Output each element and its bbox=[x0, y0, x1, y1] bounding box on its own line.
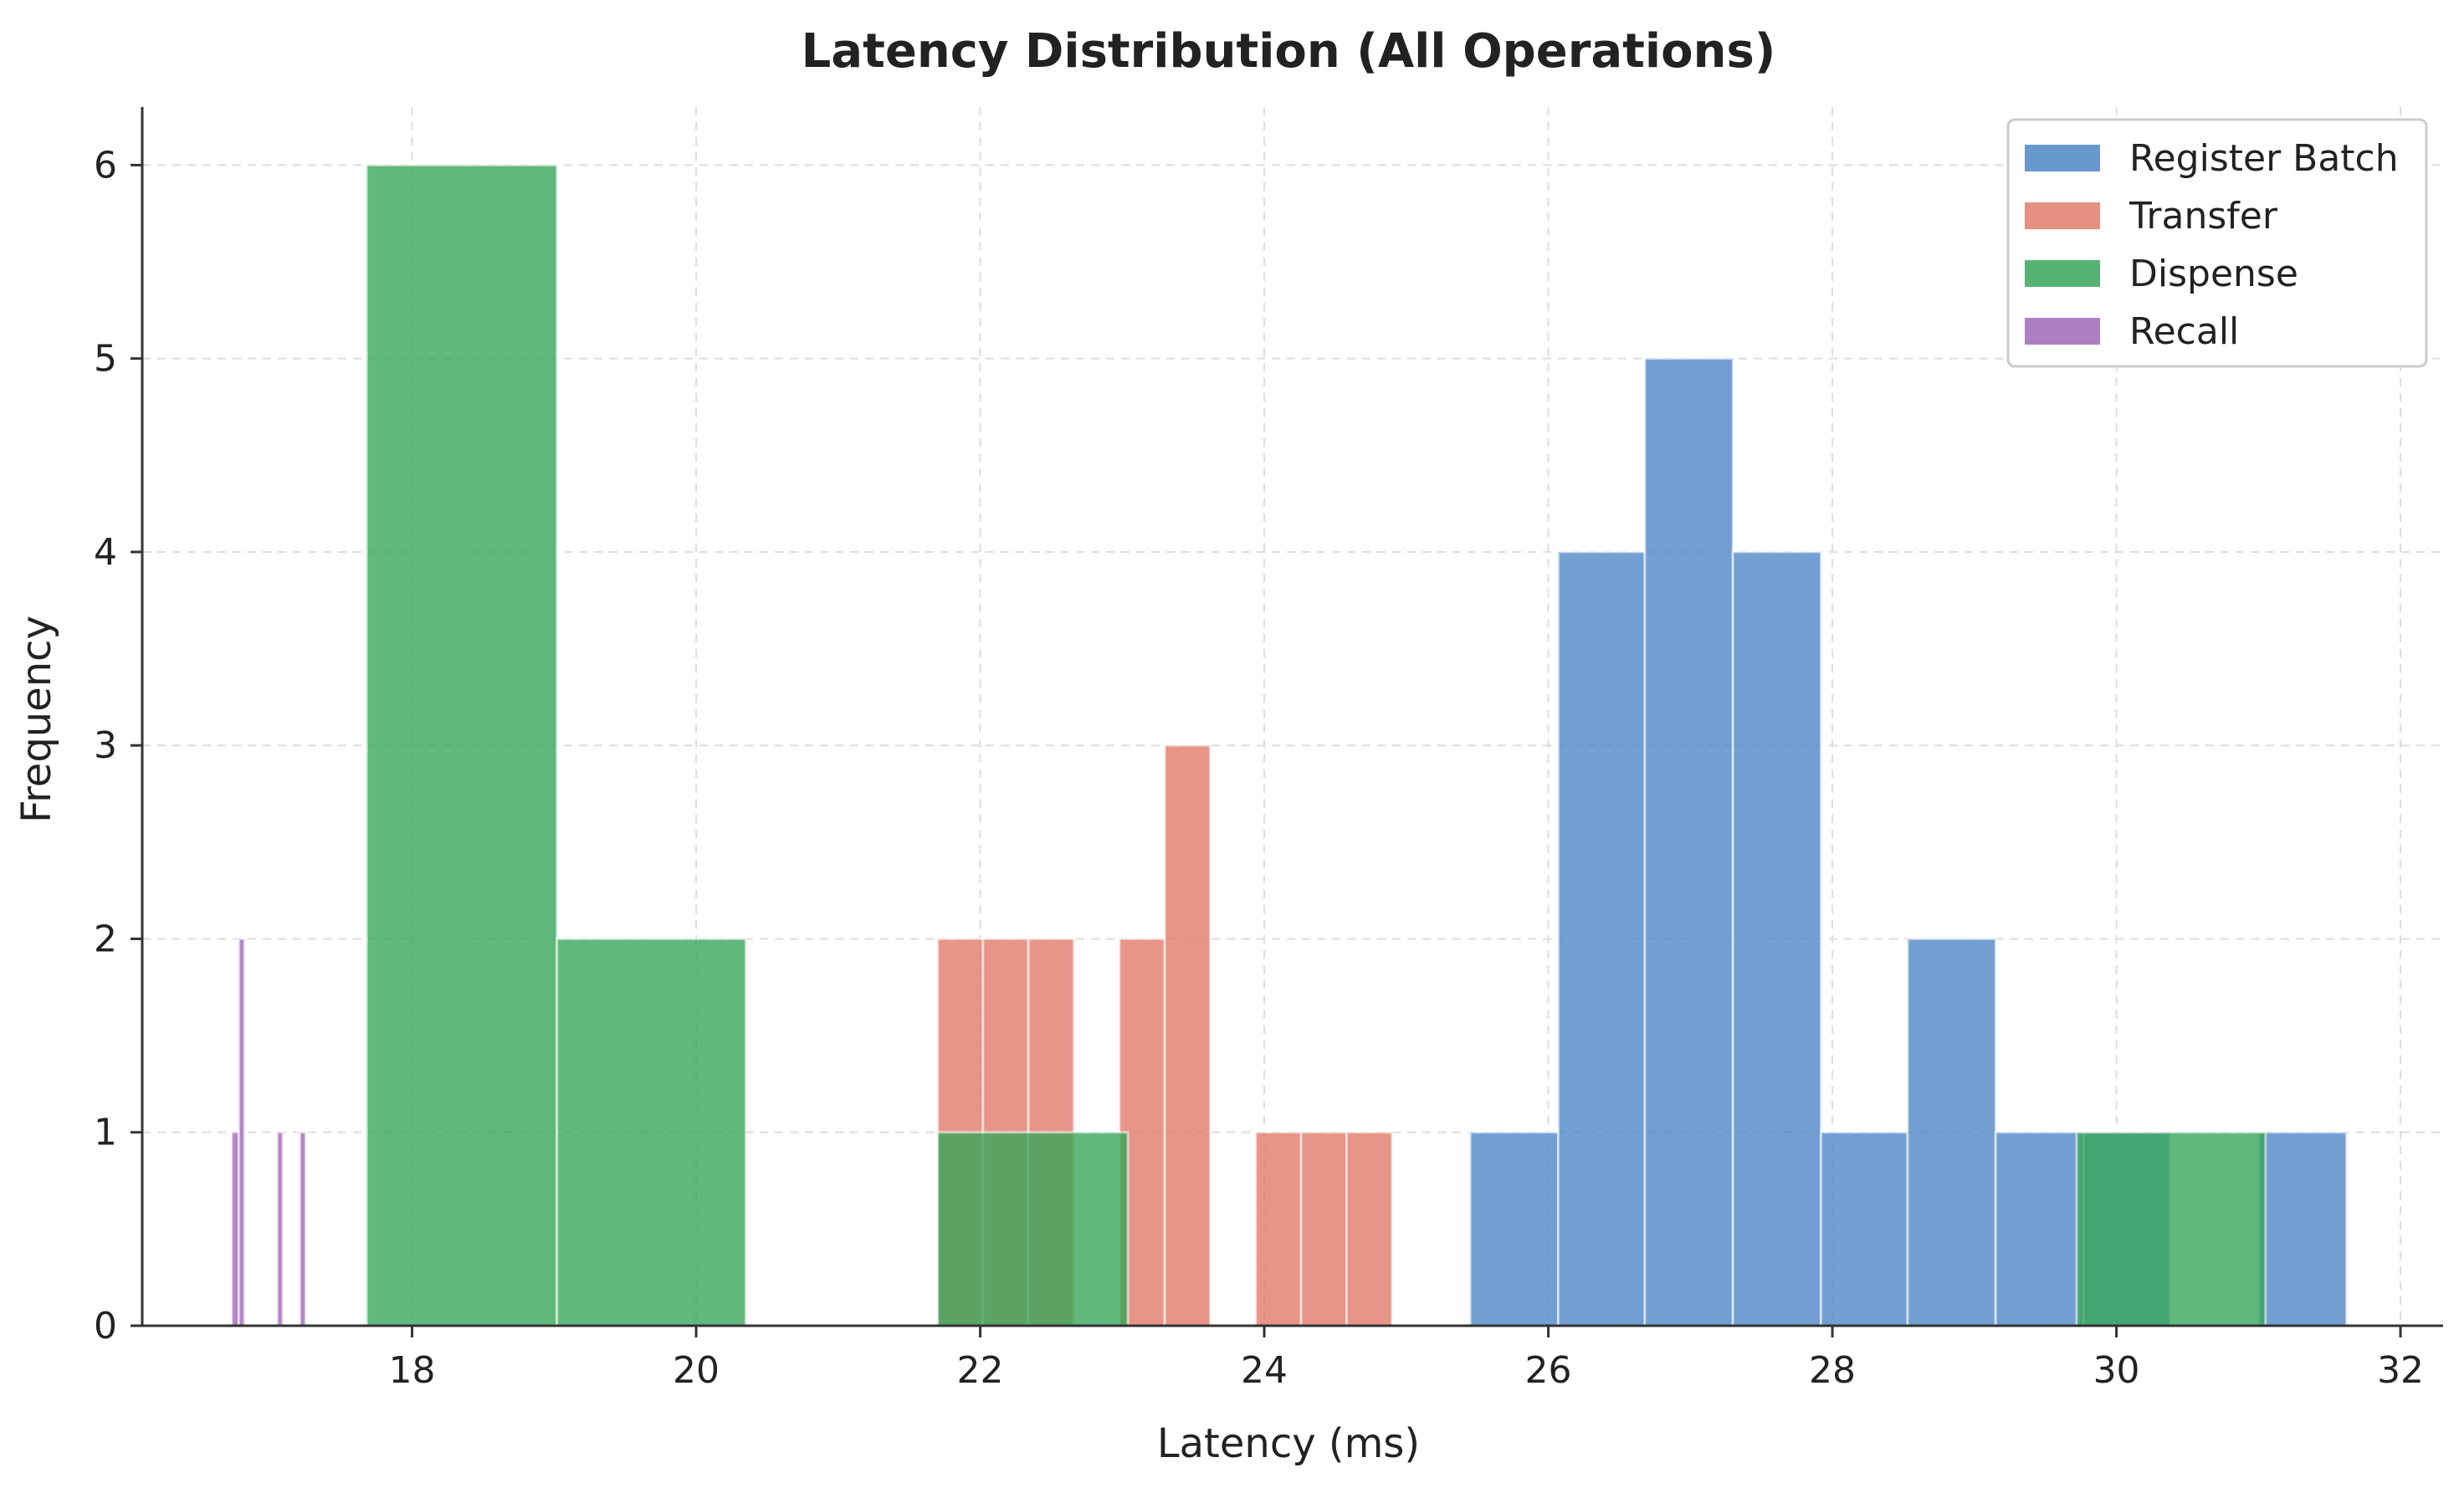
histogram-bar-recall bbox=[298, 1131, 307, 1327]
histogram-bar-register-batch bbox=[1906, 937, 1997, 1327]
chart-title: Latency Distribution (All Operations) bbox=[802, 24, 1776, 79]
legend: Register Batch Transfer Dispense Recall bbox=[2006, 118, 2428, 368]
histogram-bar-register-batch bbox=[1556, 550, 1647, 1327]
histogram-bar-recall bbox=[237, 937, 246, 1327]
y-tick-label: 5 bbox=[94, 338, 117, 381]
x-tick-label: 20 bbox=[673, 1349, 720, 1392]
legend-frame bbox=[2006, 118, 2428, 368]
x-tick-label: 22 bbox=[957, 1349, 1004, 1392]
histogram-bar-dispense bbox=[2075, 1131, 2267, 1327]
x-tick-label: 24 bbox=[1241, 1349, 1288, 1392]
histogram-bar-register-batch bbox=[2257, 1131, 2349, 1327]
histogram-bar-register-batch bbox=[1994, 1131, 2086, 1327]
histogram-bar-dispense bbox=[365, 163, 559, 1327]
histogram-bar-transfer bbox=[1299, 1131, 1349, 1327]
x-axis-label: Latency (ms) bbox=[1157, 1420, 1420, 1467]
y-tick-label: 6 bbox=[94, 144, 117, 187]
histogram-bar-register-batch bbox=[1643, 357, 1734, 1327]
histogram-bar-dispense bbox=[556, 937, 747, 1327]
histogram-bar-register-batch bbox=[1819, 1131, 1909, 1327]
legend-swatch bbox=[2025, 260, 2100, 287]
x-tick-label: 32 bbox=[2377, 1349, 2424, 1392]
y-axis-label: Frequency bbox=[13, 616, 60, 823]
legend-label: Register Batch bbox=[2129, 137, 2399, 180]
x-tick-label: 18 bbox=[389, 1349, 436, 1392]
x-tick-label: 28 bbox=[1809, 1349, 1856, 1392]
y-tick-label: 0 bbox=[94, 1305, 117, 1347]
histogram-bar-register-batch bbox=[1731, 550, 1822, 1327]
legend-label: Transfer bbox=[2128, 195, 2278, 238]
y-tick-label: 3 bbox=[94, 724, 117, 767]
histogram-bar-transfer bbox=[1254, 1131, 1303, 1327]
histogram-bar-dispense bbox=[936, 1131, 1130, 1327]
legend-swatch bbox=[2025, 318, 2100, 345]
legend-swatch bbox=[2025, 145, 2100, 171]
histogram-bar-transfer bbox=[1163, 744, 1212, 1327]
histogram-bar-recall bbox=[275, 1131, 284, 1327]
legend-swatch bbox=[2025, 202, 2100, 229]
y-tick-label: 1 bbox=[94, 1112, 117, 1154]
x-tick-label: 30 bbox=[2093, 1349, 2140, 1392]
histogram-bar-register-batch bbox=[1468, 1131, 1560, 1327]
legend-label: Recall bbox=[2129, 310, 2239, 353]
y-tick-label: 2 bbox=[94, 918, 117, 960]
x-tick-label: 26 bbox=[1525, 1349, 1572, 1392]
histogram-bar-transfer bbox=[1345, 1131, 1394, 1327]
legend-label: Dispense bbox=[2129, 253, 2298, 295]
y-tick-label: 4 bbox=[94, 531, 117, 574]
